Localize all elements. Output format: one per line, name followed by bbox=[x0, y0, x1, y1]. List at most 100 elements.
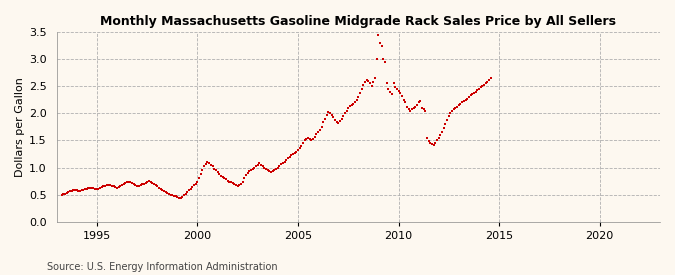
Point bbox=[236, 182, 246, 186]
Point bbox=[252, 163, 263, 167]
Point bbox=[334, 119, 345, 123]
Point bbox=[425, 141, 436, 145]
Point bbox=[120, 180, 131, 185]
Point bbox=[68, 188, 79, 192]
Point bbox=[241, 173, 252, 177]
Point bbox=[259, 165, 270, 170]
Point bbox=[61, 191, 72, 195]
Point bbox=[415, 99, 426, 104]
Point bbox=[146, 180, 157, 185]
Point bbox=[381, 81, 392, 86]
Point bbox=[110, 185, 121, 189]
Point bbox=[58, 192, 69, 196]
Point bbox=[378, 57, 389, 61]
Point bbox=[296, 144, 307, 148]
Point bbox=[212, 170, 223, 174]
Point bbox=[127, 181, 138, 185]
Point bbox=[194, 176, 205, 181]
Point bbox=[111, 185, 122, 190]
Text: Source: U.S. Energy Information Administration: Source: U.S. Energy Information Administ… bbox=[47, 262, 278, 272]
Point bbox=[227, 181, 238, 185]
Point bbox=[231, 183, 242, 187]
Point bbox=[397, 94, 408, 98]
Point bbox=[159, 189, 169, 193]
Point bbox=[301, 137, 312, 141]
Point bbox=[467, 92, 478, 97]
Point bbox=[148, 182, 159, 186]
Point bbox=[329, 118, 340, 122]
Point bbox=[72, 188, 82, 192]
Point bbox=[137, 182, 148, 186]
Point bbox=[351, 98, 362, 102]
Point bbox=[299, 138, 310, 143]
Point bbox=[70, 188, 80, 192]
Point bbox=[302, 136, 313, 140]
Point bbox=[108, 184, 119, 189]
Point bbox=[273, 165, 284, 170]
Point bbox=[433, 136, 444, 140]
Point bbox=[83, 186, 94, 190]
Point bbox=[95, 186, 106, 190]
Point bbox=[167, 193, 178, 197]
Point bbox=[234, 183, 244, 188]
Point bbox=[238, 180, 248, 184]
Point bbox=[389, 85, 400, 89]
Point bbox=[143, 179, 154, 183]
Point bbox=[162, 191, 173, 195]
Point bbox=[442, 118, 453, 122]
Point bbox=[56, 192, 67, 197]
Point bbox=[479, 82, 489, 87]
Point bbox=[286, 153, 297, 157]
Point bbox=[450, 106, 461, 110]
Point bbox=[97, 185, 107, 189]
Point bbox=[435, 133, 446, 137]
Point bbox=[100, 184, 111, 188]
Point bbox=[440, 122, 451, 126]
Point bbox=[465, 93, 476, 98]
Point bbox=[196, 172, 207, 176]
Point bbox=[115, 184, 126, 188]
Point bbox=[113, 185, 124, 189]
Point bbox=[448, 107, 459, 111]
Point bbox=[177, 195, 188, 199]
Point bbox=[484, 78, 495, 82]
Point bbox=[358, 83, 369, 87]
Point bbox=[388, 81, 399, 86]
Point bbox=[462, 97, 472, 101]
Point bbox=[140, 180, 151, 185]
Point bbox=[304, 137, 315, 142]
Point bbox=[395, 90, 406, 95]
Point bbox=[276, 162, 287, 166]
Point bbox=[477, 84, 488, 88]
Point bbox=[232, 184, 243, 189]
Point bbox=[122, 180, 132, 184]
Point bbox=[257, 164, 268, 169]
Point bbox=[340, 111, 350, 116]
Point bbox=[289, 151, 300, 155]
Point bbox=[190, 182, 201, 186]
Point bbox=[182, 190, 193, 194]
Point bbox=[361, 78, 372, 82]
Point bbox=[292, 148, 303, 152]
Point bbox=[215, 174, 226, 178]
Point bbox=[200, 161, 211, 166]
Point bbox=[103, 183, 114, 187]
Point bbox=[354, 90, 365, 95]
Point bbox=[172, 195, 183, 200]
Point bbox=[400, 100, 410, 104]
Point bbox=[368, 80, 379, 84]
Point bbox=[157, 188, 167, 192]
Point bbox=[151, 183, 161, 187]
Point bbox=[331, 120, 342, 124]
Point bbox=[187, 185, 198, 189]
Point bbox=[371, 57, 382, 61]
Y-axis label: Dollars per Gallon: Dollars per Gallon bbox=[15, 77, 25, 177]
Point bbox=[350, 100, 360, 104]
Point bbox=[360, 80, 371, 84]
Point bbox=[152, 184, 163, 189]
Point bbox=[80, 187, 90, 191]
Point bbox=[222, 178, 233, 183]
Point bbox=[219, 176, 230, 181]
Point bbox=[263, 168, 273, 172]
Point bbox=[130, 183, 141, 188]
